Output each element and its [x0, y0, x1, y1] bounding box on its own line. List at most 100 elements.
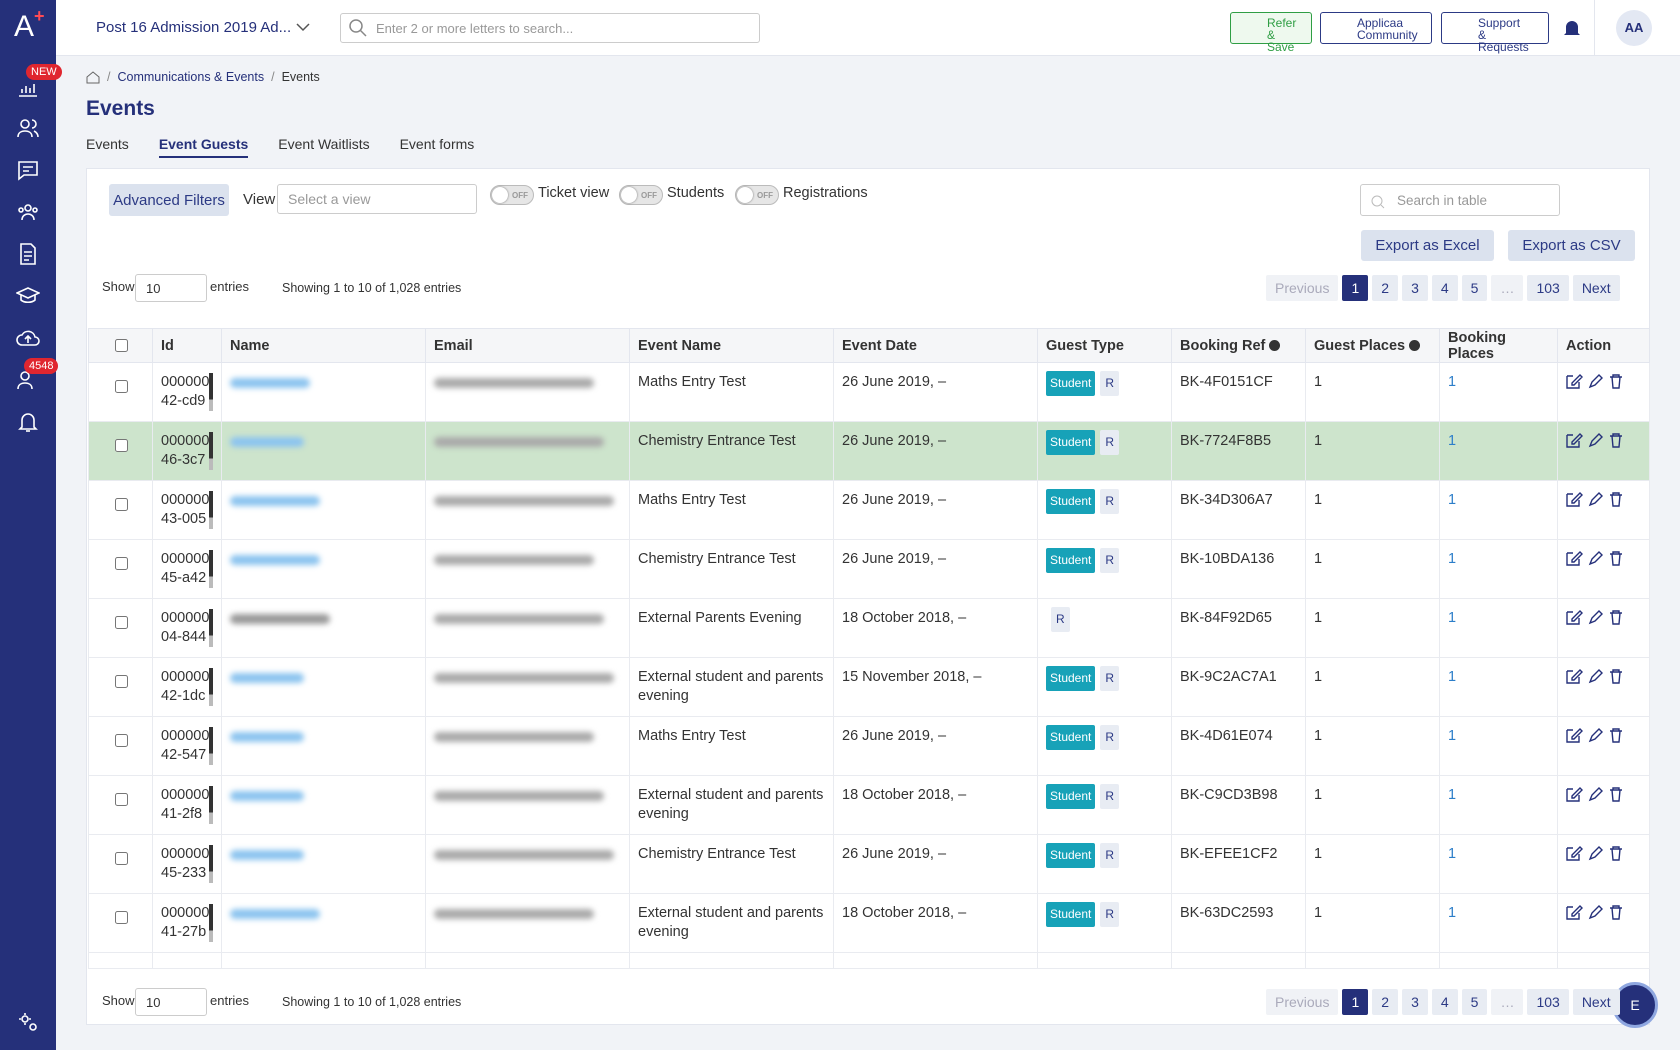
row-checkbox[interactable]: [114, 852, 128, 865]
action-icons[interactable]: [1566, 432, 1628, 448]
row-checkbox[interactable]: [114, 911, 128, 924]
page-prev[interactable]: Previous: [1266, 989, 1339, 1015]
row-checkbox[interactable]: [114, 439, 128, 452]
action-icons[interactable]: [1566, 668, 1628, 684]
view-select[interactable]: Select a view: [277, 184, 477, 214]
action-icons[interactable]: [1566, 845, 1628, 861]
toggle[interactable]: OFF: [490, 185, 534, 205]
row-checkbox[interactable]: [114, 734, 128, 747]
header-cell[interactable]: Booking Ref: [1171, 328, 1306, 363]
header-cell[interactable]: Guest Type: [1037, 328, 1172, 363]
cell-booking-places[interactable]: 1: [1439, 539, 1558, 599]
page-next[interactable]: Next: [1572, 989, 1620, 1015]
page-next[interactable]: Next: [1572, 275, 1620, 301]
action-icons[interactable]: [1566, 786, 1628, 802]
action-icons[interactable]: [1566, 491, 1628, 507]
tab[interactable]: Event Waitlists: [278, 136, 370, 152]
nav-icon[interactable]: [16, 326, 40, 350]
page-link[interactable]: 5: [1461, 989, 1488, 1015]
header-cell[interactable]: Email: [425, 328, 630, 363]
action-icons[interactable]: [1566, 373, 1628, 389]
cell-booking-places[interactable]: 1: [1439, 480, 1558, 540]
settings-icon[interactable]: [16, 1010, 40, 1034]
row-checkbox[interactable]: [114, 380, 128, 393]
page-link[interactable]: 4: [1431, 275, 1458, 301]
nav-icon[interactable]: [16, 116, 40, 140]
page-link[interactable]: …: [1491, 275, 1524, 301]
redacted-name[interactable]: [230, 732, 304, 742]
toggle[interactable]: OFF: [735, 185, 779, 205]
nav-icon[interactable]: [16, 410, 40, 434]
bell-icon[interactable]: [1562, 18, 1582, 38]
header-cell[interactable]: Booking Places: [1439, 328, 1558, 363]
logo[interactable]: A: [14, 10, 35, 43]
redacted-name[interactable]: [230, 850, 304, 860]
action-icons[interactable]: [1566, 550, 1628, 566]
header-cell[interactable]: Event Date: [833, 328, 1038, 363]
cell-booking-places[interactable]: 1: [1439, 775, 1558, 835]
nav-icon[interactable]: [16, 284, 40, 308]
page-prev[interactable]: Previous: [1266, 275, 1339, 301]
cell-booking-places[interactable]: 1: [1439, 421, 1558, 481]
row-checkbox[interactable]: [114, 616, 128, 629]
action-icons[interactable]: [1566, 727, 1628, 743]
redacted-name[interactable]: [230, 791, 304, 801]
page-link[interactable]: 5: [1461, 275, 1488, 301]
action-icons[interactable]: [1566, 609, 1628, 625]
project-selector[interactable]: Post 16 Admission 2019 Ad...: [96, 19, 292, 36]
page-link[interactable]: 4: [1431, 989, 1458, 1015]
community-button[interactable]: Applicaa Community: [1320, 12, 1432, 44]
redacted-name[interactable]: [230, 555, 320, 565]
advanced-filters[interactable]: Advanced Filters: [109, 184, 229, 216]
redacted-name[interactable]: [230, 673, 304, 683]
table-search[interactable]: Search in table: [1360, 184, 1560, 216]
cell-booking-places[interactable]: 1: [1439, 893, 1558, 953]
redacted-name[interactable]: [230, 437, 304, 447]
redacted-name[interactable]: [230, 378, 310, 388]
row-checkbox[interactable]: [114, 498, 128, 511]
header-cell[interactable]: Event Name: [629, 328, 834, 363]
page-link[interactable]: 2: [1372, 275, 1399, 301]
header-cell[interactable]: Name: [221, 328, 426, 363]
tab[interactable]: Event Guests: [158, 136, 249, 158]
row-checkbox[interactable]: [114, 675, 128, 688]
toggle[interactable]: OFF: [619, 185, 663, 205]
home-icon[interactable]: [86, 70, 100, 84]
tab[interactable]: Event forms: [399, 136, 475, 152]
page-link[interactable]: 2: [1372, 989, 1399, 1015]
nav-icon[interactable]: [16, 368, 40, 392]
cell-booking-places[interactable]: 1: [1439, 834, 1558, 894]
refer-button[interactable]: Refer & Save: [1230, 12, 1312, 53]
avatar[interactable]: AA: [1616, 10, 1652, 46]
header-cell[interactable]: Id: [152, 328, 222, 363]
nav-icon[interactable]: [16, 158, 40, 182]
nav-icon[interactable]: [16, 76, 40, 100]
page-link[interactable]: …: [1491, 989, 1524, 1015]
cell-booking-places[interactable]: 1: [1439, 657, 1558, 717]
page-link[interactable]: 3: [1402, 989, 1428, 1015]
cell-booking-places[interactable]: 1: [1439, 362, 1558, 422]
cell-booking-places[interactable]: 1: [1439, 598, 1558, 658]
page-link[interactable]: 1: [1342, 989, 1369, 1015]
page-link[interactable]: 1: [1342, 275, 1369, 301]
redacted-name[interactable]: [230, 496, 320, 506]
page-link[interactable]: 103: [1527, 275, 1569, 301]
cell-booking-places[interactable]: 1: [1439, 716, 1558, 776]
breadcrumb-link[interactable]: Communications & Events: [117, 70, 265, 84]
redacted-name[interactable]: [230, 909, 320, 919]
export-excel[interactable]: Export as Excel: [1361, 230, 1494, 261]
length-select[interactable]: 10: [135, 988, 207, 1016]
page-link[interactable]: 103: [1527, 989, 1569, 1015]
row-checkbox[interactable]: [114, 793, 128, 806]
length-select[interactable]: 10: [135, 274, 207, 302]
nav-icon[interactable]: [16, 200, 40, 224]
action-icons[interactable]: [1566, 904, 1628, 920]
header-cell[interactable]: Guest Places: [1305, 328, 1440, 363]
chat-fab[interactable]: E: [1612, 982, 1658, 1028]
global-search[interactable]: Enter 2 or more letters to search...: [340, 13, 760, 43]
nav-icon[interactable]: [16, 242, 40, 266]
page-link[interactable]: 3: [1402, 275, 1428, 301]
row-checkbox[interactable]: [114, 557, 128, 570]
export-csv[interactable]: Export as CSV: [1508, 230, 1635, 261]
support-button[interactable]: Support & Requests: [1441, 12, 1549, 53]
